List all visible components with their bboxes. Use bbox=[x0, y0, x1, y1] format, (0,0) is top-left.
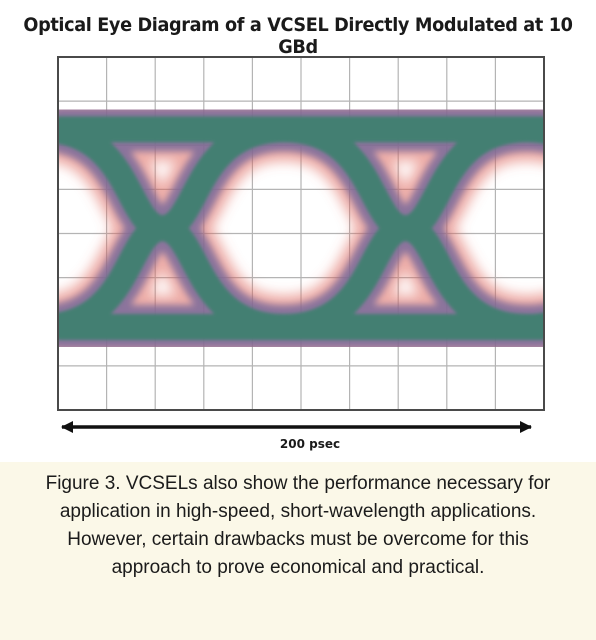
figure-caption: Figure 3. VCSELs also show the performan… bbox=[45, 473, 551, 578]
eye-traces bbox=[58, 97, 544, 360]
caption-panel bbox=[0, 462, 596, 640]
figure-title: Optical Eye Diagram of a VCSEL Directly … bbox=[23, 14, 573, 58]
eye-diagram-chart: 200 psec bbox=[57, 56, 545, 451]
plot-frame bbox=[57, 56, 545, 411]
trace-core bbox=[58, 116, 544, 341]
time-span-label: 200 psec bbox=[280, 437, 340, 451]
